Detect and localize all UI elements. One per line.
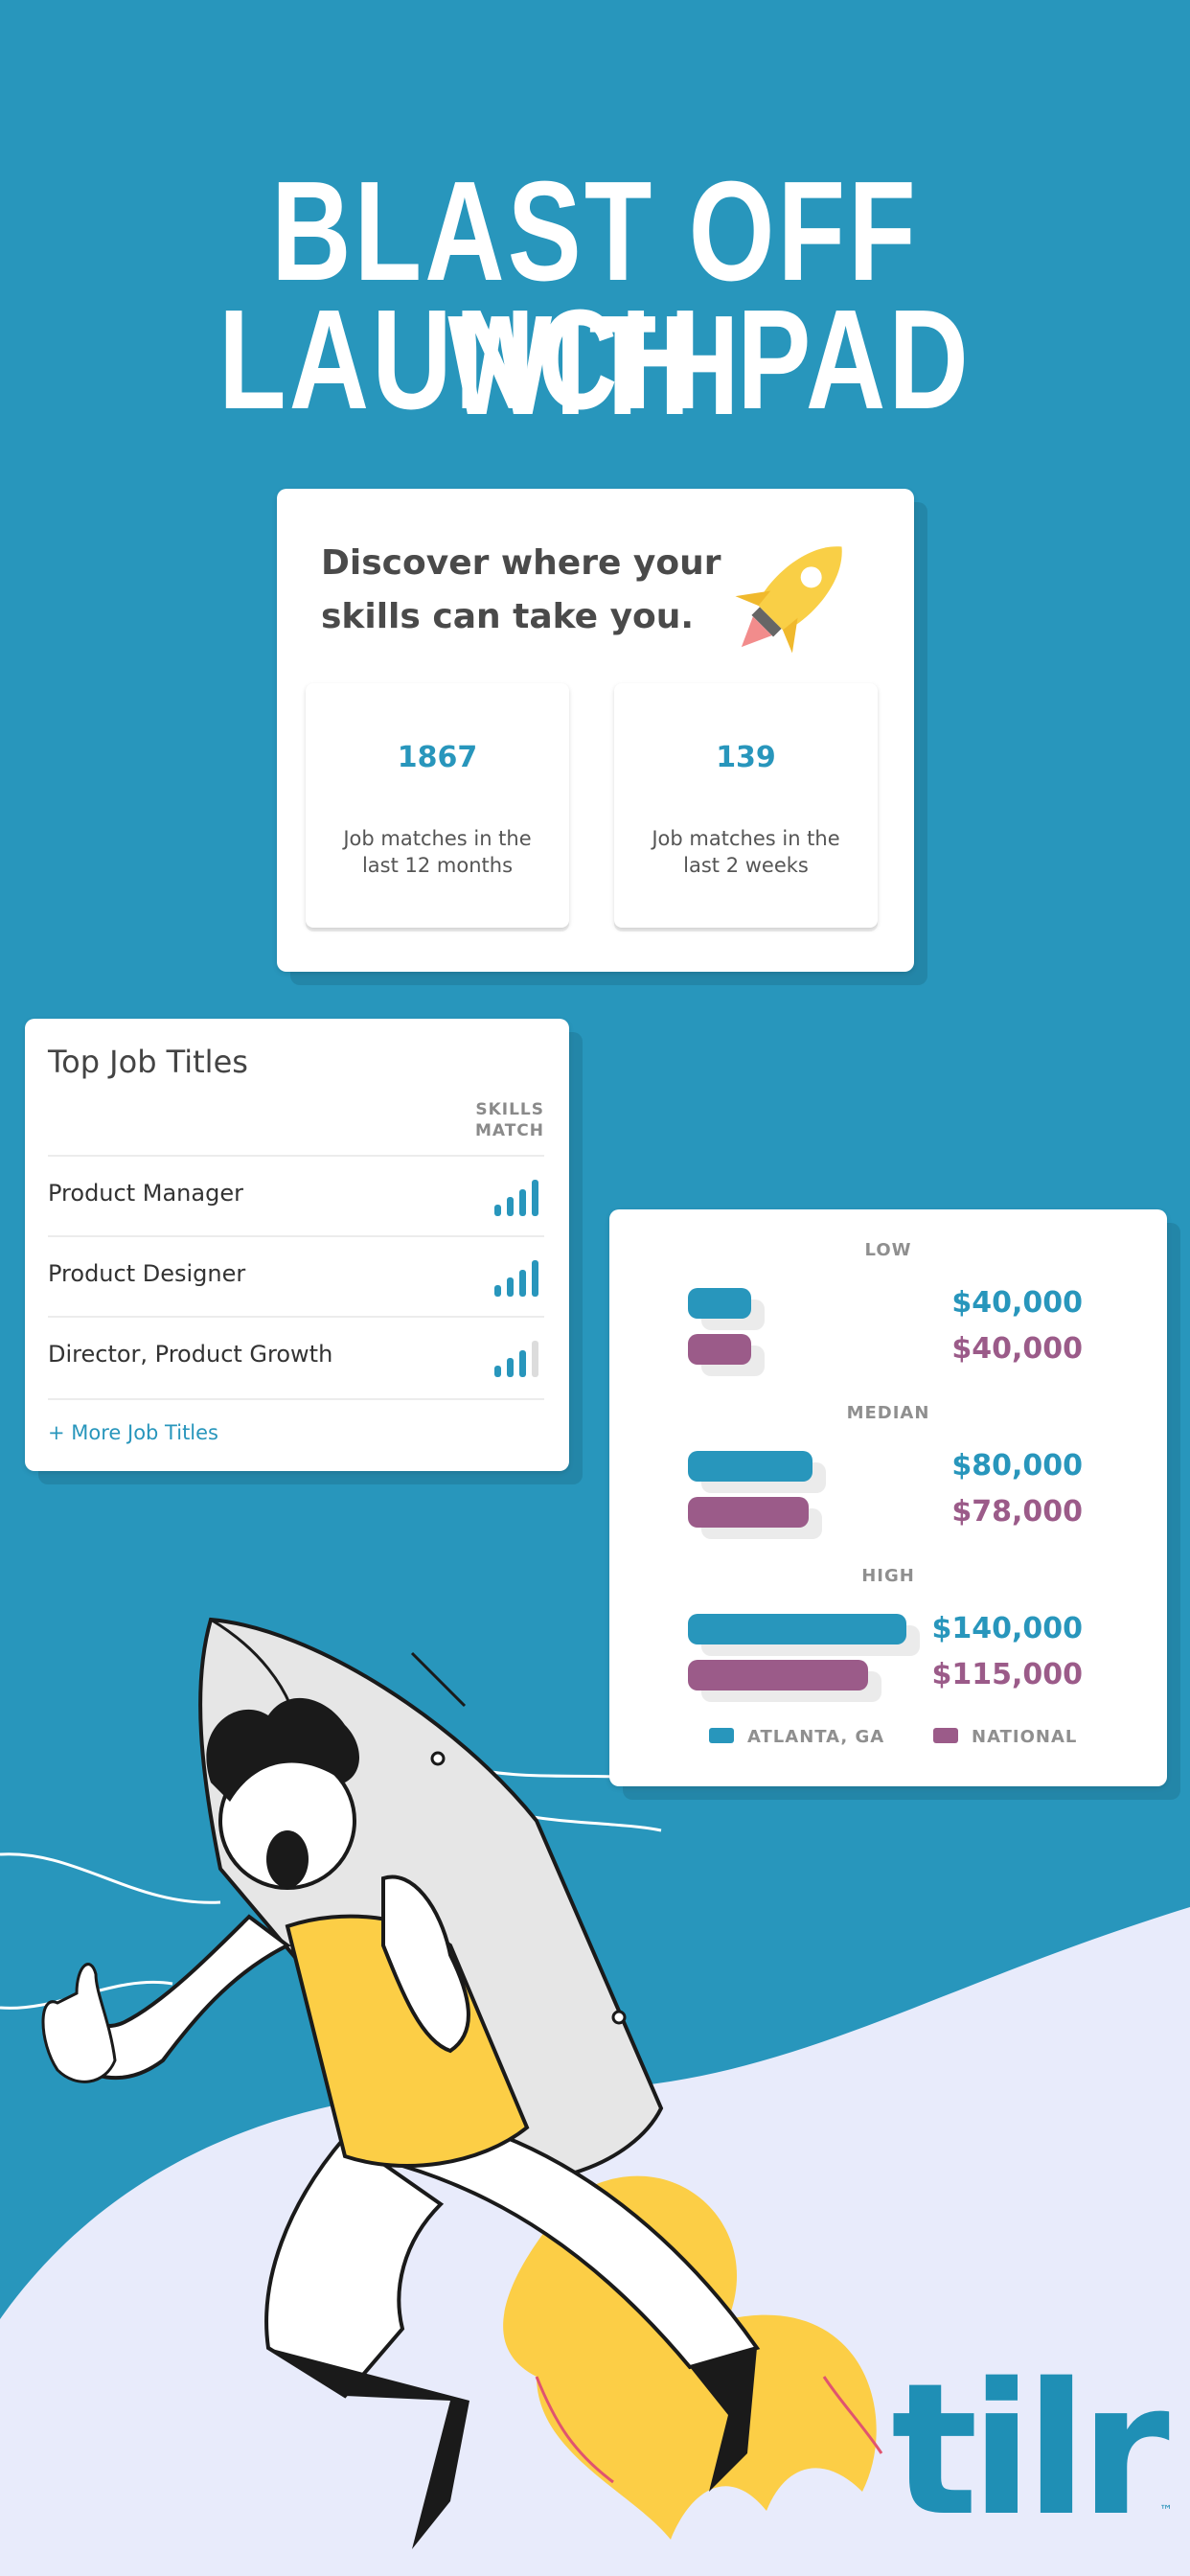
job-row[interactable]: Director, Product Growth	[48, 1316, 544, 1400]
legend-swatch-national	[933, 1728, 958, 1743]
headline-line-1: BLAST OFF WITH	[271, 152, 919, 445]
stat-value: 139	[716, 741, 776, 774]
legend-swatch-local	[709, 1728, 734, 1743]
stat-card-2-weeks: 139 Job matches in the last 2 weeks	[614, 683, 878, 928]
stat-label: Job matches in the last 12 months	[343, 827, 532, 877]
skills-match-header: SKILLS MATCH	[475, 1099, 544, 1141]
salary-value-national: $115,000	[931, 1658, 1083, 1691]
salary-bar-local	[688, 1614, 906, 1644]
top-job-titles-card: Top Job Titles SKILLS MATCH Product Mana…	[25, 1019, 569, 1471]
rocket-rider-illustration	[41, 1617, 883, 2549]
job-row[interactable]: Product Manager	[48, 1155, 544, 1237]
rocket-icon	[735, 546, 842, 654]
legend-local: ATLANTA, GA	[709, 1727, 884, 1747]
logo-text: tilr	[891, 2344, 1170, 2556]
stat-label: Job matches in the last 2 weeks	[652, 827, 840, 877]
salary-bar-national	[688, 1497, 809, 1528]
discover-title: Discover where your skills can take you.	[321, 543, 721, 636]
legend-national: NATIONAL	[933, 1727, 1077, 1747]
salary-value-local: $140,000	[931, 1612, 1083, 1645]
salary-value-national: $40,000	[951, 1332, 1083, 1366]
salary-bar-national	[688, 1660, 868, 1690]
salary-group-label: LOW	[864, 1240, 912, 1260]
job-titles-heading: Top Job Titles	[48, 1044, 248, 1080]
job-row[interactable]: Product Designer	[48, 1235, 544, 1318]
job-title: Product Designer	[48, 1260, 246, 1287]
salary-bar-local	[688, 1288, 751, 1319]
discover-card: Discover where your skills can take you.…	[277, 489, 914, 972]
legend-label: NATIONAL	[972, 1727, 1078, 1747]
salary-group-label: HIGH	[861, 1566, 915, 1586]
job-title: Director, Product Growth	[48, 1341, 333, 1368]
salary-group-label: MEDIAN	[846, 1403, 930, 1423]
salary-value-local: $80,000	[951, 1449, 1083, 1483]
signal-strength-icon	[494, 1341, 538, 1377]
legend-label: ATLANTA, GA	[747, 1727, 885, 1747]
trademark-mark: ™	[1159, 2503, 1173, 2518]
signal-strength-icon	[494, 1180, 538, 1216]
stat-card-12-months: 1867 Job matches in the last 12 months	[306, 683, 569, 928]
tilr-logo: tilr ™	[891, 2344, 1179, 2556]
salary-bar-national	[688, 1334, 751, 1365]
salary-value-local: $40,000	[951, 1286, 1083, 1320]
salary-comparison-card: LOW $40,000 $40,000 MEDIAN $80,000 $78,0…	[609, 1209, 1167, 1786]
signal-strength-icon	[494, 1260, 538, 1297]
match-header-line: MATCH	[474, 1121, 544, 1140]
headline-line-2: LAUNCH PAD	[218, 281, 972, 439]
stat-value: 1867	[397, 741, 478, 774]
salary-bar-local	[688, 1451, 812, 1482]
job-title: Product Manager	[48, 1180, 243, 1207]
skills-header-line: SKILLS	[475, 1100, 544, 1119]
salary-value-national: $78,000	[951, 1495, 1083, 1529]
more-job-titles-link[interactable]: + More Job Titles	[48, 1421, 218, 1444]
